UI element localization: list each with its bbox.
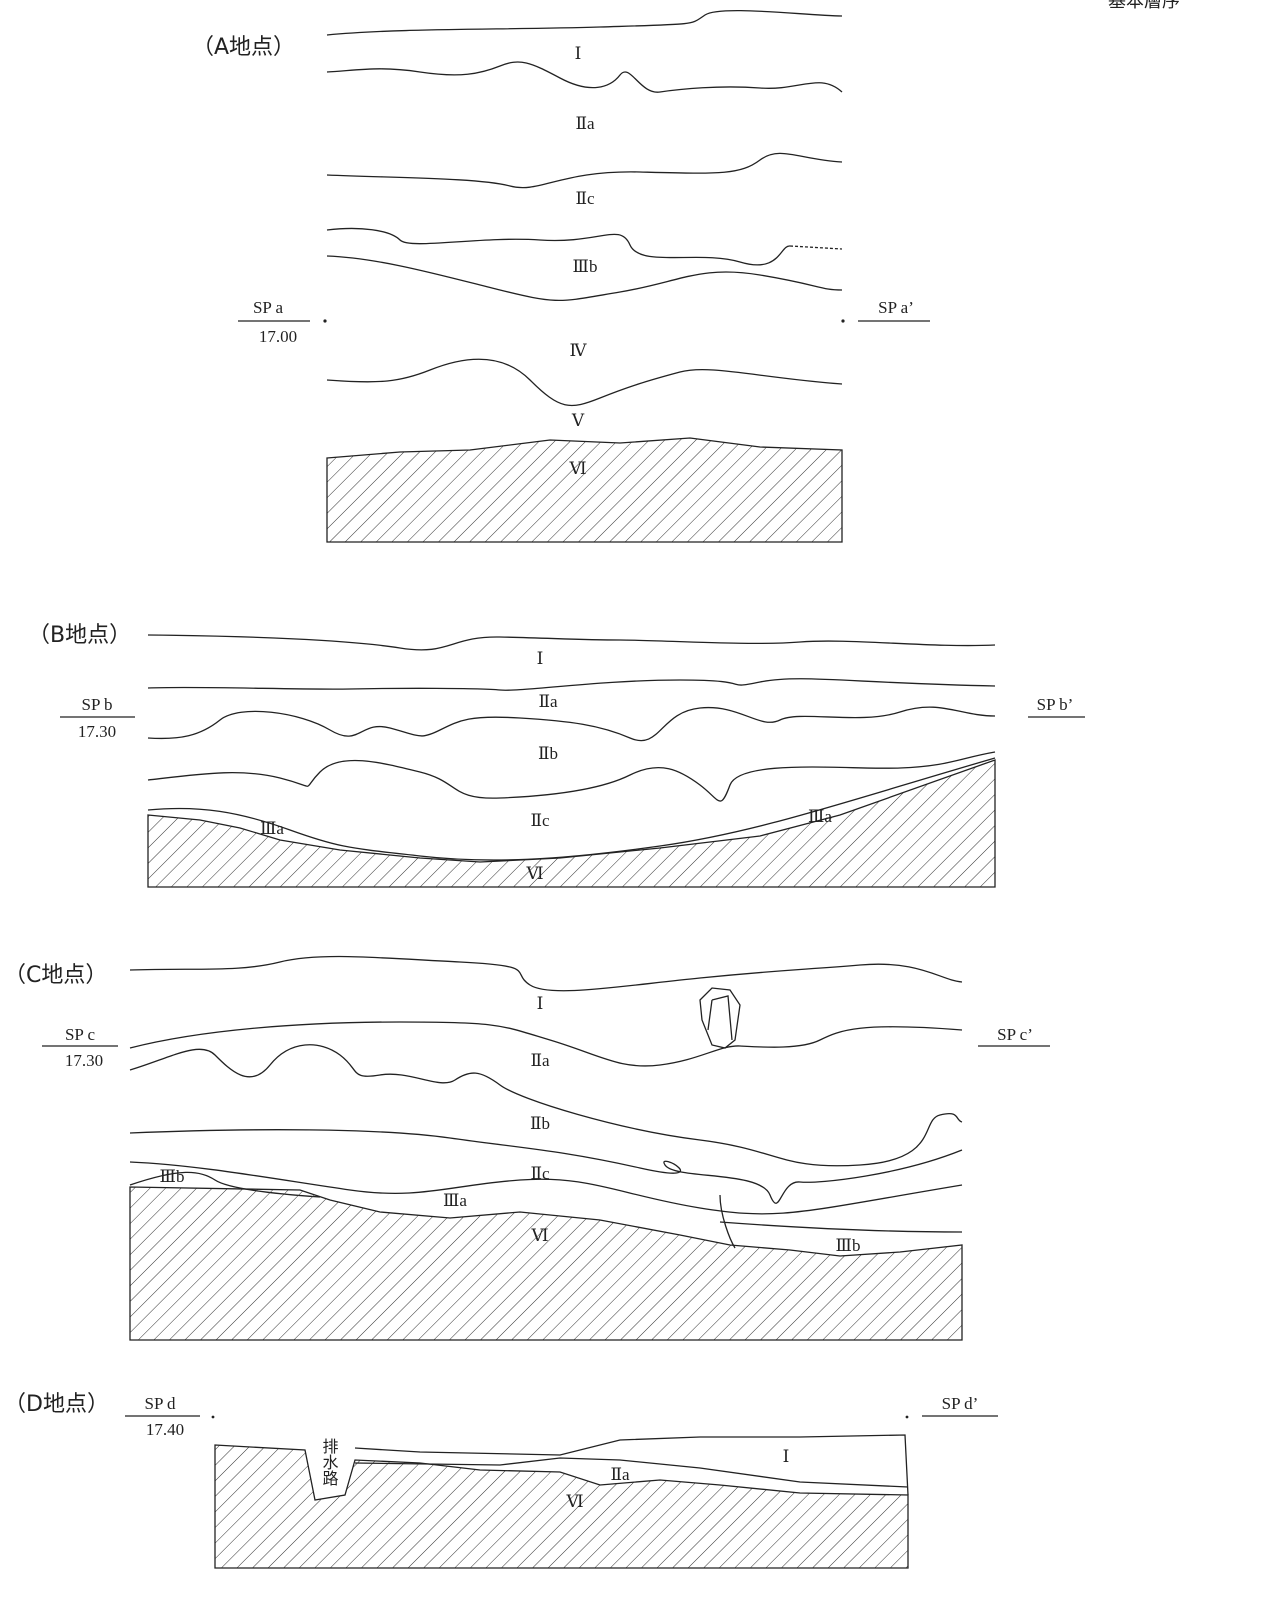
sp-label: SP a’: [878, 298, 914, 317]
layer-label: Ⅱb: [530, 1114, 550, 1133]
layer-label: Ⅲa: [260, 819, 284, 838]
sp-label: SP b’: [1037, 695, 1074, 714]
elevation: 17.00: [259, 327, 297, 346]
elevation: 17.30: [65, 1051, 103, 1070]
sp-label: SP b: [81, 695, 112, 714]
section-b: （B地点） SP b 17.30 SP b’ Ⅰ Ⅱa Ⅱb Ⅱc Ⅲa Ⅲa …: [28, 623, 1085, 888]
header: 基本層序: [1108, 0, 1180, 12]
sp-label: SP d’: [942, 1394, 979, 1413]
section-c: （C地点） SP c 17.30 SP c’ Ⅰ Ⅱa Ⅱb Ⅱc Ⅲb Ⅲa …: [4, 955, 1050, 1341]
layer-label: Ⅱa: [530, 1051, 550, 1070]
sp-label: SP c’: [997, 1025, 1033, 1044]
section-title: （C地点）: [4, 963, 107, 988]
layer-label: Ⅵ: [530, 1226, 548, 1245]
section-title: （B地点）: [28, 623, 131, 648]
layer-label: Ⅱc: [530, 1164, 550, 1183]
layer-label: Ⅱa: [538, 692, 558, 711]
layer-label: Ⅱc: [530, 811, 550, 830]
elevation: 17.40: [146, 1420, 184, 1439]
layer-label: Ⅰ: [783, 1447, 790, 1466]
section-d: （D地点） SP d 17.40 SP d’ 排水路 Ⅰ Ⅱa Ⅵ: [4, 1392, 998, 1569]
layer-label: Ⅲb: [160, 1167, 185, 1186]
layer-label: Ⅲb: [573, 257, 598, 276]
layer-label: Ⅱc: [575, 189, 595, 208]
section-a: （A地点） SP a 17.00 SP a’ Ⅰ Ⅱa Ⅱc Ⅲb Ⅳ Ⅴ Ⅵ: [192, 9, 930, 543]
feature-label: 排水路: [320, 1438, 339, 1486]
layer-label: Ⅱa: [610, 1465, 630, 1484]
layer-label: Ⅲb: [836, 1236, 861, 1255]
layer-label: Ⅰ: [537, 994, 544, 1013]
sp-label: SP a: [253, 298, 284, 317]
layer-label: Ⅲa: [808, 807, 832, 826]
layer-label: Ⅴ: [571, 411, 585, 430]
section-title: （D地点）: [4, 1392, 109, 1417]
layer-label: Ⅱb: [538, 744, 558, 763]
layer-label: Ⅱa: [575, 114, 595, 133]
sp-label: SP c: [65, 1025, 96, 1044]
layer-label: Ⅰ: [537, 649, 544, 668]
layer-label: Ⅳ: [570, 341, 588, 360]
layer-label: Ⅵ: [525, 864, 543, 883]
elevation: 17.30: [78, 722, 116, 741]
layer-label: Ⅵ: [568, 459, 586, 478]
layer-label: Ⅲa: [443, 1191, 467, 1210]
sp-label: SP d: [144, 1394, 176, 1413]
layer-label: Ⅵ: [565, 1492, 583, 1511]
layer-label: Ⅰ: [575, 44, 582, 63]
section-title: （A地点）: [192, 35, 295, 60]
